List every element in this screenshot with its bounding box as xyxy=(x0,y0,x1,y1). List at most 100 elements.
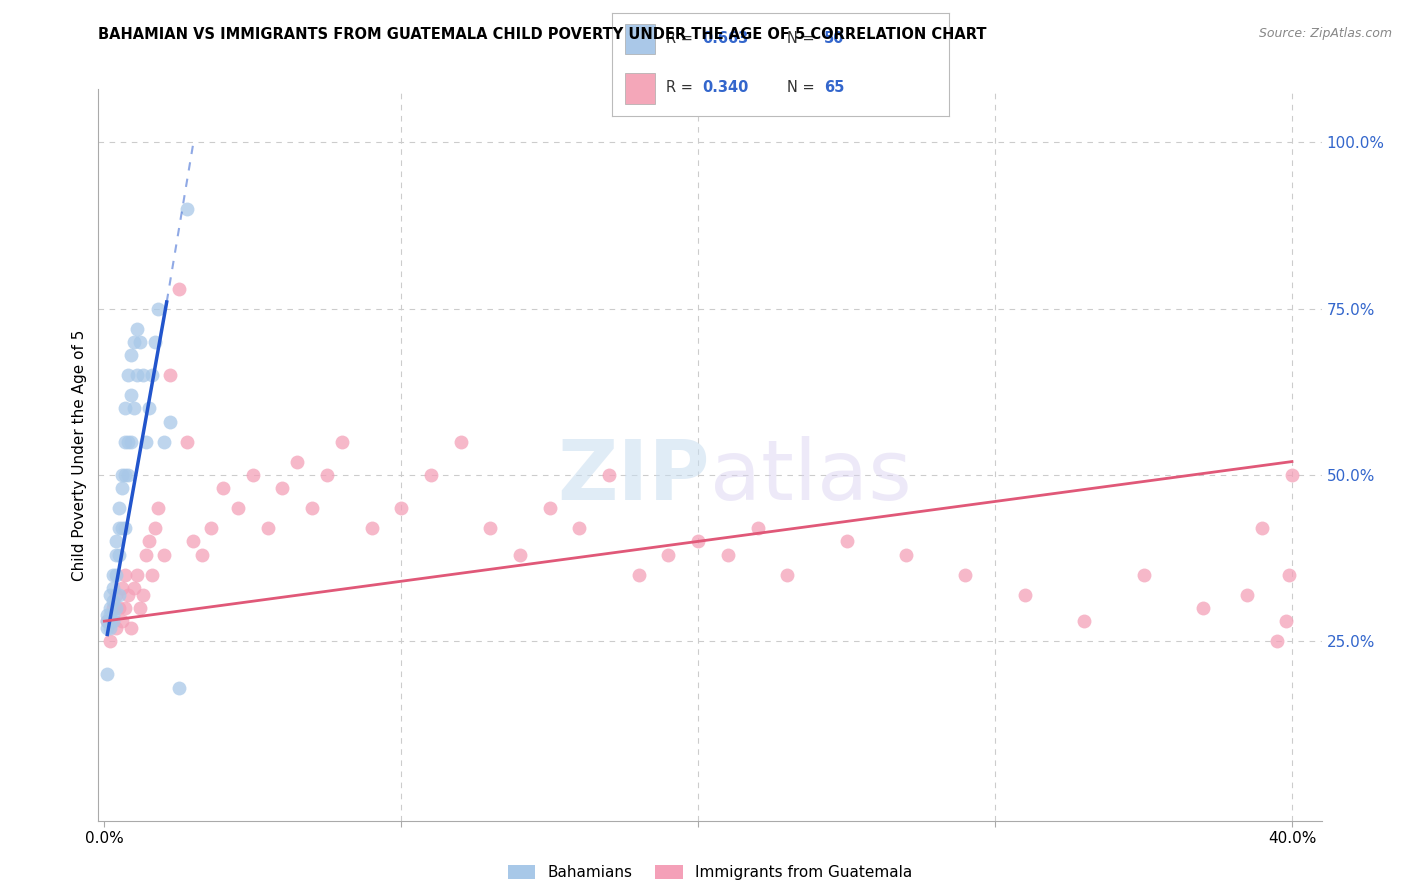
Point xyxy=(316,467,339,482)
Point xyxy=(117,434,139,449)
Point xyxy=(103,600,125,615)
Point xyxy=(96,614,118,628)
Point xyxy=(509,548,531,562)
Point xyxy=(135,548,157,562)
Point xyxy=(1192,600,1215,615)
Y-axis label: Child Poverty Under the Age of 5: Child Poverty Under the Age of 5 xyxy=(72,329,87,581)
Point xyxy=(98,621,121,635)
Text: R =: R = xyxy=(665,80,697,95)
Point xyxy=(450,434,472,449)
Point xyxy=(132,588,155,602)
Text: 50: 50 xyxy=(824,31,845,46)
Point xyxy=(125,567,148,582)
Point xyxy=(96,667,118,681)
Point xyxy=(141,567,163,582)
Point xyxy=(96,614,118,628)
Point xyxy=(479,521,502,535)
Point xyxy=(125,368,148,383)
Point xyxy=(103,594,125,608)
Point xyxy=(111,614,134,628)
Text: 65: 65 xyxy=(824,80,845,95)
Point xyxy=(167,681,190,695)
Point xyxy=(1014,588,1036,602)
Point xyxy=(138,401,160,416)
Point xyxy=(108,600,131,615)
Point xyxy=(129,334,152,349)
Point xyxy=(176,202,198,216)
Point xyxy=(271,481,294,495)
Point xyxy=(103,614,125,628)
Point xyxy=(1236,588,1258,602)
Point xyxy=(894,548,917,562)
Text: 0.340: 0.340 xyxy=(703,80,749,95)
Point xyxy=(285,454,308,468)
Point xyxy=(111,521,134,535)
Point xyxy=(114,434,136,449)
Point xyxy=(122,334,145,349)
Text: BAHAMIAN VS IMMIGRANTS FROM GUATEMALA CHILD POVERTY UNDER THE AGE OF 5 CORRELATI: BAHAMIAN VS IMMIGRANTS FROM GUATEMALA CH… xyxy=(98,27,987,42)
Point xyxy=(835,534,858,549)
Point xyxy=(212,481,235,495)
Point xyxy=(114,567,136,582)
Point xyxy=(108,588,131,602)
Point xyxy=(657,548,679,562)
Point xyxy=(226,501,249,516)
Point xyxy=(96,607,118,622)
Point xyxy=(330,434,353,449)
Point xyxy=(1265,634,1288,648)
Point xyxy=(105,548,128,562)
Bar xyxy=(626,24,655,54)
Point xyxy=(242,467,264,482)
Point xyxy=(152,548,174,562)
Point xyxy=(159,415,181,429)
Text: R =: R = xyxy=(665,31,697,46)
Point xyxy=(98,607,121,622)
Point xyxy=(747,521,769,535)
Point xyxy=(167,282,190,296)
Text: N =: N = xyxy=(787,31,820,46)
Point xyxy=(1281,467,1303,482)
Point xyxy=(256,521,278,535)
Point xyxy=(105,567,128,582)
Point xyxy=(114,600,136,615)
Point xyxy=(98,588,121,602)
Point xyxy=(360,521,382,535)
Point xyxy=(108,548,131,562)
Point xyxy=(146,301,169,316)
Text: 0.663: 0.663 xyxy=(703,31,749,46)
Point xyxy=(122,401,145,416)
Bar xyxy=(626,73,655,103)
Legend: Bahamians, Immigrants from Guatemala: Bahamians, Immigrants from Guatemala xyxy=(502,859,918,886)
Point xyxy=(108,521,131,535)
Point xyxy=(105,534,128,549)
Point xyxy=(108,501,131,516)
Point xyxy=(103,567,125,582)
Point xyxy=(98,614,121,628)
Point xyxy=(598,467,620,482)
Point xyxy=(688,534,710,549)
Point xyxy=(1278,567,1301,582)
Point xyxy=(114,467,136,482)
Point xyxy=(117,368,139,383)
Point xyxy=(717,548,740,562)
Point xyxy=(120,388,142,402)
Point xyxy=(389,501,412,516)
Point xyxy=(98,634,121,648)
Point xyxy=(568,521,591,535)
Point xyxy=(103,581,125,595)
Text: Source: ZipAtlas.com: Source: ZipAtlas.com xyxy=(1258,27,1392,40)
Text: N =: N = xyxy=(787,80,820,95)
Point xyxy=(420,467,443,482)
Point xyxy=(191,548,214,562)
Point xyxy=(146,501,169,516)
Point xyxy=(176,434,198,449)
Point xyxy=(111,581,134,595)
Point xyxy=(117,588,139,602)
Point xyxy=(120,621,142,635)
Point xyxy=(159,368,181,383)
Point xyxy=(200,521,222,535)
Point xyxy=(120,434,142,449)
Point xyxy=(105,621,128,635)
Point xyxy=(955,567,977,582)
Point xyxy=(143,521,166,535)
